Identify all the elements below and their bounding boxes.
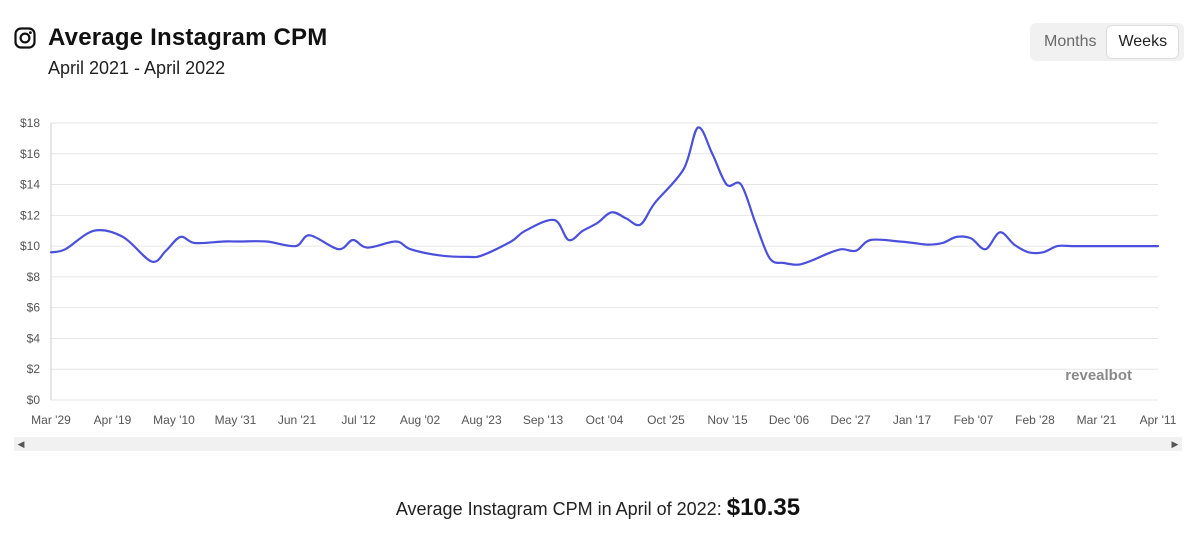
instagram-icon (14, 27, 36, 49)
x-tick-label: Jun '21 (278, 413, 317, 427)
revealbot-watermark: revealbot (1065, 367, 1132, 384)
y-tick-label: $10 (20, 239, 40, 253)
title-row: Average Instagram CPM (14, 24, 327, 52)
y-tick-label: $0 (27, 393, 41, 407)
x-tick-label: Feb '28 (1015, 413, 1055, 427)
weeks-toggle-button[interactable]: Weeks (1107, 26, 1179, 58)
x-tick-label: Jan '17 (893, 413, 932, 427)
scroll-left-icon[interactable]: ◀ (17, 439, 25, 449)
y-tick-label: $14 (20, 178, 40, 192)
y-tick-label: $18 (20, 116, 40, 130)
summary-text: Average Instagram CPM in April of 2022: (395, 499, 722, 519)
scroll-right-icon[interactable]: ▶ (1171, 439, 1179, 449)
x-tick-label: Apr '11 (1140, 413, 1177, 427)
y-tick-label: $4 (27, 331, 41, 345)
y-tick-label: $12 (20, 208, 40, 222)
x-tick-label: Dec '06 (769, 413, 810, 427)
y-tick-label: $2 (27, 362, 41, 376)
summary-value: $10.35 (726, 494, 801, 521)
x-tick-label: May '31 (215, 413, 257, 427)
y-tick-label: $16 (20, 147, 40, 161)
x-tick-label: Nov '15 (707, 413, 748, 427)
x-tick-label: Oct '04 (586, 413, 624, 427)
summary-footer: Average Instagram CPM in April of 2022: … (0, 494, 1196, 522)
x-tick-label: Mar '21 (1077, 413, 1117, 427)
months-toggle-button[interactable]: Months (1044, 33, 1097, 50)
x-tick-label: Jul '12 (341, 413, 376, 427)
x-tick-label: Feb '07 (954, 413, 994, 427)
x-tick-label: Dec '27 (830, 413, 871, 427)
x-tick-label: Oct '25 (647, 413, 685, 427)
y-tick-label: $6 (27, 301, 41, 315)
cpm-line-chart: $0 $2 $4 $6 $8 $10 $12 $14 $16 $18 Mar '29 Apr '19 M… (20, 116, 1177, 427)
x-tick-label: Sep '13 (523, 413, 564, 427)
x-tick-label: Aug '23 (461, 413, 502, 427)
x-tick-label: May '10 (153, 413, 195, 427)
y-tick-label: $8 (27, 270, 41, 284)
chart-scrollbar[interactable]: ◀ ▶ (14, 437, 1182, 451)
date-range-subtitle: April 2021 - April 2022 (48, 58, 226, 78)
cpm-series-line (49, 126, 1160, 266)
x-tick-label: Aug '02 (400, 413, 441, 427)
page-title: Average Instagram CPM (48, 24, 328, 51)
x-tick-label: Apr '19 (94, 413, 132, 427)
chart-header: Average Instagram CPM April 2021 - April… (14, 24, 327, 79)
x-tick-label: Mar '29 (31, 413, 71, 427)
period-toggle: Months Weeks (1030, 23, 1184, 61)
